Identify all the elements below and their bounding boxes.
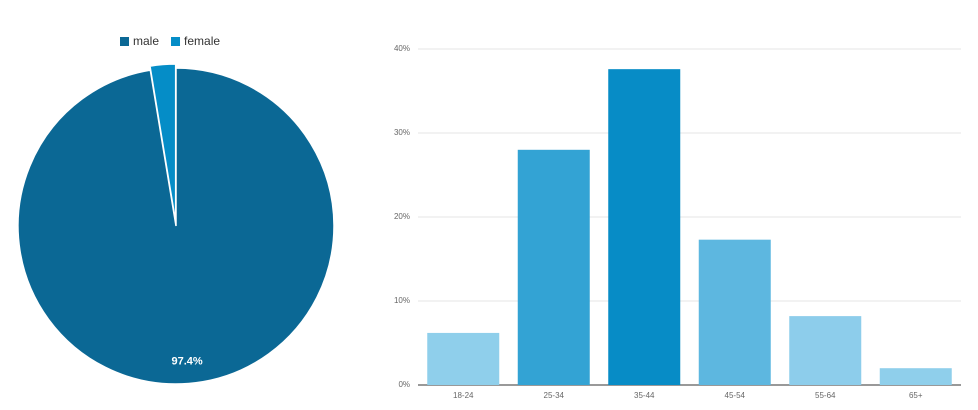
bar bbox=[427, 332, 500, 385]
x-tick-label: 45-54 bbox=[725, 391, 746, 400]
y-tick-label: 10% bbox=[394, 296, 410, 305]
y-tick-label: 40% bbox=[394, 44, 410, 53]
x-tick-label: 55-64 bbox=[815, 391, 836, 400]
y-tick-label: 0% bbox=[398, 380, 410, 389]
legend-label: female bbox=[184, 34, 220, 48]
bar bbox=[879, 368, 952, 385]
bar bbox=[698, 239, 771, 385]
x-tick-label: 65+ bbox=[909, 391, 923, 400]
bar bbox=[789, 316, 862, 385]
legend-swatch bbox=[120, 37, 129, 46]
slice-label: 97.4% bbox=[171, 355, 202, 367]
bar bbox=[517, 149, 590, 385]
pie-slice bbox=[149, 63, 177, 223]
x-tick-label: 35-44 bbox=[634, 391, 655, 400]
legend-swatch bbox=[171, 37, 181, 46]
y-tick-label: 20% bbox=[394, 212, 410, 221]
x-tick-label: 25-34 bbox=[544, 391, 565, 400]
y-tick-label: 30% bbox=[394, 128, 410, 137]
bar bbox=[608, 69, 681, 385]
pie-slice bbox=[17, 67, 335, 385]
legend-label: male bbox=[133, 34, 159, 48]
x-tick-label: 18-24 bbox=[453, 391, 474, 400]
